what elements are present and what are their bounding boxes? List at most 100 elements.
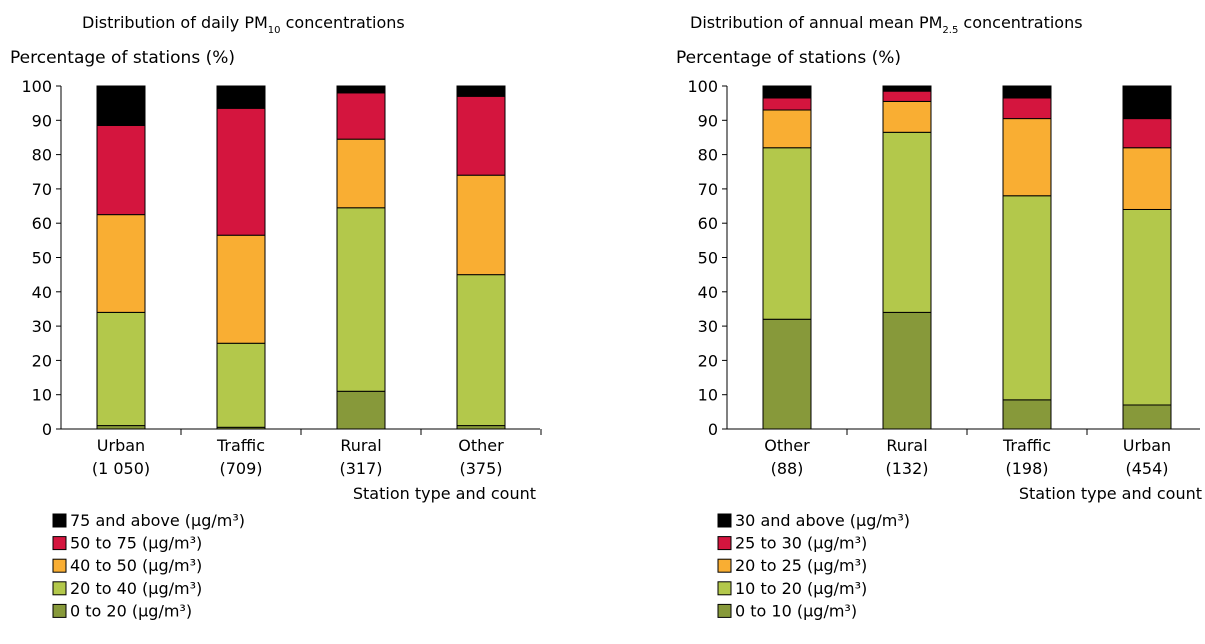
pm10-y-axis-label: Percentage of stations (%) <box>10 48 235 68</box>
pm25-y-axis-label: Percentage of stations (%) <box>676 48 901 68</box>
pm25-legend-swatch <box>717 558 732 573</box>
pm10-legend-swatch <box>52 603 67 618</box>
pm25-legend-swatch <box>717 513 732 528</box>
pm25-category-count: (132) <box>885 459 928 478</box>
pm10-y-tick-label: 20 <box>32 351 52 370</box>
pm25-y-tick-label: 10 <box>698 386 718 405</box>
pm25-bar-urban-seg-0 <box>1122 404 1172 430</box>
pm10-bar-urban-seg-3 <box>96 124 146 216</box>
pm25-bar-traffic-seg-3 <box>1002 97 1052 120</box>
pm25-category-count: (88) <box>771 459 804 478</box>
pm25-category-label: Other <box>764 436 810 455</box>
pm25-bar-rural-seg-4 <box>882 85 932 92</box>
pm10-bar-urban-seg-1 <box>96 311 146 427</box>
pm25-legend-swatch <box>717 581 732 596</box>
pm10-y-tick-label: 0 <box>42 420 52 439</box>
pm25-bar-traffic-seg-4 <box>1002 85 1052 99</box>
pm25-y-tick-label: 0 <box>708 420 718 439</box>
pm25-chart: Distribution of annual mean PM2.5 concen… <box>676 13 1202 620</box>
pm10-y-tick-label: 80 <box>32 146 52 165</box>
pm25-y-tick-label: 100 <box>687 77 718 96</box>
pm25-legend-item: 25 to 30 (µg/m³) <box>735 534 867 553</box>
pm25-legend-item: 0 to 10 (µg/m³) <box>735 601 857 620</box>
pm25-x-axis-label: Station type and count <box>1019 484 1202 503</box>
pm25-legend-item: 10 to 20 (µg/m³) <box>735 579 867 598</box>
pm25-category-label: Traffic <box>1002 436 1051 455</box>
pm25-bar-other-seg-3 <box>762 97 812 111</box>
pm25-y-tick-label: 30 <box>698 317 718 336</box>
pm25-y-tick-label: 50 <box>698 249 718 268</box>
pm25-legend-item: 20 to 25 (µg/m³) <box>735 556 867 575</box>
pm10-bar-rural-seg-3 <box>336 92 386 140</box>
pm10-bar-rural-seg-0 <box>336 390 386 430</box>
pm25-bar-rural-seg-0 <box>882 311 932 430</box>
pm10-bar-other-seg-4 <box>456 85 506 97</box>
pm10-x-axis-label: Station type and count <box>353 484 536 503</box>
pm10-legend-item: 75 and above (µg/m³) <box>70 511 245 530</box>
pm25-bar-other-seg-2 <box>762 109 812 149</box>
pm25-category-count: (454) <box>1125 459 1168 478</box>
pm10-bar-other-seg-0 <box>456 425 506 430</box>
pm25-bar-other-seg-1 <box>762 147 812 320</box>
pm10-legend-swatch <box>52 558 67 573</box>
pm10-bar-urban-seg-4 <box>96 85 146 126</box>
pm10-bar-urban-seg-0 <box>96 425 146 430</box>
pm10-category-count: (375) <box>459 459 502 478</box>
pm10-category-count: (317) <box>339 459 382 478</box>
pm25-category-count: (198) <box>1005 459 1048 478</box>
pm10-bar-traffic-seg-3 <box>216 107 266 236</box>
pm25-legend-swatch <box>717 603 732 618</box>
pm25-category-label: Rural <box>886 436 927 455</box>
pm10-y-tick-label: 30 <box>32 317 52 336</box>
pm25-bar-other-seg-4 <box>762 85 812 99</box>
pm25-bar-rural-seg-2 <box>882 100 932 133</box>
pm10-y-tick-label: 70 <box>32 180 52 199</box>
pm10-category-label: Rural <box>340 436 381 455</box>
pm10-bar-traffic-seg-4 <box>216 85 266 109</box>
pm25-legend-item: 30 and above (µg/m³) <box>735 511 910 530</box>
pm25-y-tick-label: 70 <box>698 180 718 199</box>
pm10-legend-swatch <box>52 536 67 551</box>
pm10-bar-other-seg-3 <box>456 95 506 176</box>
pm25-y-tick-label: 60 <box>698 214 718 233</box>
pm25-y-tick-label: 40 <box>698 283 718 302</box>
pm10-category-label: Other <box>458 436 504 455</box>
pm10-y-tick-label: 60 <box>32 214 52 233</box>
pm10-category-label: Traffic <box>216 436 265 455</box>
pm25-bar-other-seg-0 <box>762 318 812 430</box>
pm10-category-label: Urban <box>97 436 145 455</box>
pm25-legend-swatch <box>717 536 732 551</box>
pm25-category-label: Urban <box>1123 436 1171 455</box>
pm10-bar-traffic-seg-2 <box>216 234 266 344</box>
pm25-bar-rural-seg-3 <box>882 90 932 102</box>
pm10-legend-item: 50 to 75 (µg/m³) <box>70 534 202 553</box>
pm10-category-count: (1 050) <box>92 459 150 478</box>
pm10-legend-swatch <box>52 581 67 596</box>
pm10-bar-traffic-seg-1 <box>216 342 266 428</box>
pm10-legend-item: 20 to 40 (µg/m³) <box>70 579 202 598</box>
pm10-chart: Distribution of daily PM10 concentration… <box>10 13 542 620</box>
pm25-bar-traffic-seg-2 <box>1002 118 1052 197</box>
pm10-bar-other-seg-1 <box>456 274 506 427</box>
pm10-y-tick-label: 100 <box>21 77 52 96</box>
pm25-bar-rural-seg-1 <box>882 131 932 313</box>
pm10-chart-title: Distribution of daily PM10 concentration… <box>82 13 405 36</box>
pm10-y-tick-label: 90 <box>32 111 52 130</box>
pm25-y-tick-label: 20 <box>698 351 718 370</box>
pm25-bar-urban-seg-4 <box>1122 85 1172 120</box>
pm10-legend-swatch <box>52 513 67 528</box>
pm25-bar-traffic-seg-0 <box>1002 399 1052 430</box>
pm10-bar-urban-seg-2 <box>96 214 146 313</box>
pm25-bar-urban-seg-1 <box>1122 208 1172 406</box>
pm10-legend-item: 0 to 20 (µg/m³) <box>70 601 192 620</box>
pm10-bar-rural-seg-2 <box>336 138 386 209</box>
pm10-y-tick-label: 40 <box>32 283 52 302</box>
pm25-bar-urban-seg-3 <box>1122 118 1172 149</box>
pm10-legend-item: 40 to 50 (µg/m³) <box>70 556 202 575</box>
pm25-chart-title: Distribution of annual mean PM2.5 concen… <box>690 13 1083 36</box>
pm10-y-tick-label: 50 <box>32 249 52 268</box>
pm25-bar-traffic-seg-1 <box>1002 195 1052 401</box>
pm10-bar-rural-seg-1 <box>336 207 386 392</box>
pm25-y-tick-label: 90 <box>698 111 718 130</box>
